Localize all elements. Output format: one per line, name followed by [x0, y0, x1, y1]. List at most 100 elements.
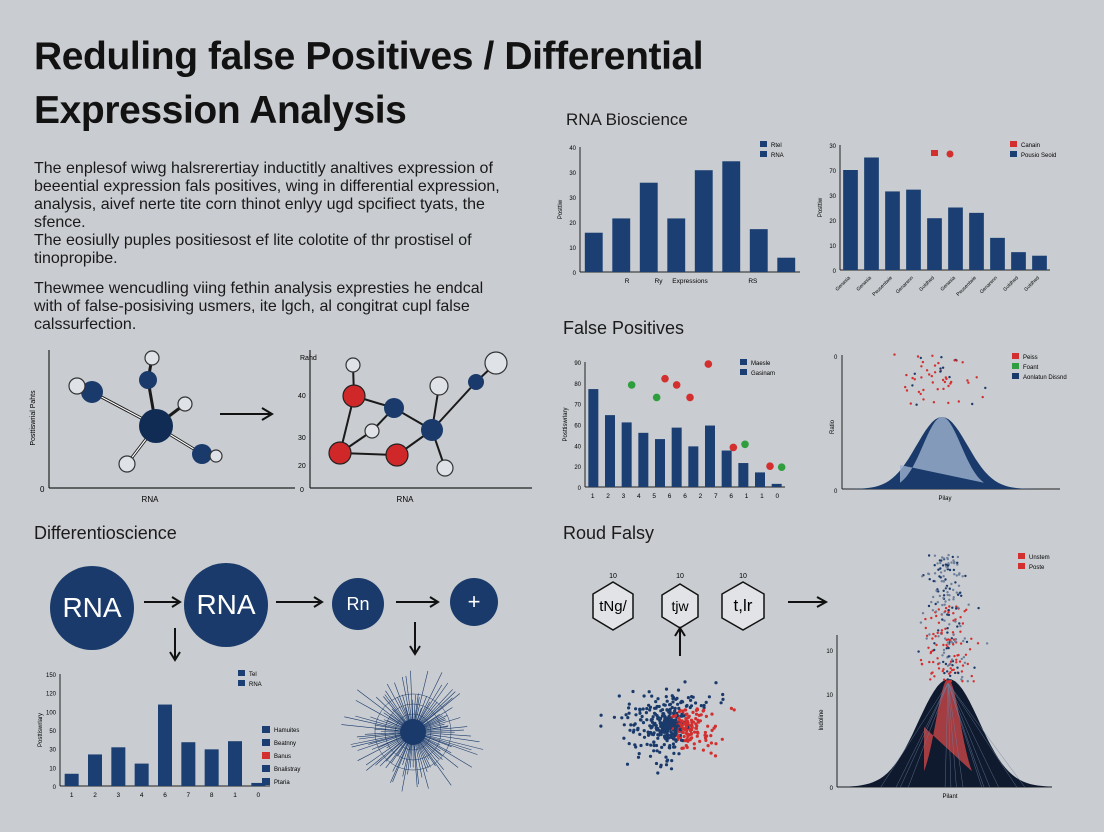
scatter-point	[677, 706, 681, 710]
scatter-point	[673, 706, 677, 710]
legend-swatch	[238, 670, 245, 676]
scatter-point	[689, 732, 693, 736]
scatter-point	[957, 584, 961, 587]
atom-navy	[421, 419, 443, 441]
scatter-point	[933, 648, 936, 652]
scatter-point	[673, 713, 678, 717]
scatter-point	[932, 579, 935, 583]
scatter-point	[662, 719, 667, 723]
scatter-point	[966, 379, 969, 382]
bar	[655, 439, 665, 487]
scatter-point	[951, 606, 954, 609]
scatter-point	[937, 361, 940, 365]
scatter-point	[681, 730, 685, 734]
x-tick-label: 1	[591, 493, 595, 500]
scatter-point	[656, 733, 660, 737]
scatter-point	[961, 675, 964, 679]
scatter-point	[651, 715, 655, 719]
scatter-point	[648, 754, 653, 758]
y-tick-label: 50	[49, 729, 56, 735]
section-title-roud-falsy: Roud Falsy	[563, 523, 655, 543]
scatter-point	[653, 706, 657, 710]
scatter-point	[921, 612, 925, 615]
scatter-point	[664, 687, 669, 691]
scatter-point	[941, 366, 945, 369]
arrow-head-icon	[261, 407, 274, 421]
scatter-point	[954, 638, 958, 641]
scatter-point	[957, 671, 960, 675]
scatter-point	[952, 598, 955, 601]
scatter-point	[956, 606, 960, 609]
scatter-point	[664, 695, 668, 699]
area-ray	[947, 682, 957, 788]
axis-y-tick: 20	[298, 463, 306, 470]
scatter-point	[922, 398, 925, 401]
scatter-point	[948, 375, 951, 379]
scatter-point	[942, 589, 945, 592]
section-title-false-positives: False Positives	[563, 318, 685, 338]
scatter-point	[950, 582, 953, 586]
scatter-point	[927, 646, 930, 649]
scatter-point	[937, 568, 940, 571]
scatter-point	[689, 729, 693, 733]
scatter-point	[732, 708, 736, 712]
scatter-point	[668, 726, 672, 730]
scatter-point	[893, 353, 896, 356]
scatter-point	[962, 656, 966, 659]
scatter-point	[938, 594, 942, 598]
scatter-point	[941, 618, 944, 621]
scatter-point	[947, 655, 950, 658]
scatter-point	[693, 730, 697, 734]
scatter-point	[955, 591, 958, 594]
scatter-point	[920, 365, 923, 368]
scatter-point	[690, 720, 694, 724]
scatter-point	[652, 740, 656, 744]
scatter-point	[667, 745, 671, 750]
hexagon-top-label: 10	[739, 573, 747, 580]
scatter-point	[668, 712, 672, 716]
scatter-point	[925, 637, 928, 640]
scatter-point	[943, 603, 946, 606]
scatter-point	[930, 600, 933, 604]
scatter-point	[687, 714, 691, 718]
scatter-point	[639, 718, 643, 722]
scatter-point	[679, 738, 684, 742]
burst-ring	[394, 713, 432, 751]
x-tick-label: 6	[668, 493, 672, 500]
scatter-point	[665, 699, 669, 703]
area-ray	[947, 682, 990, 788]
scatter-point	[944, 563, 948, 566]
scatter-point	[669, 767, 674, 771]
scatter-point	[959, 630, 962, 633]
scatter-point	[662, 714, 667, 718]
bar	[204, 749, 219, 786]
axis-y-tick: 30	[298, 435, 306, 442]
scatter-point	[638, 732, 642, 736]
atom-white	[209, 449, 223, 463]
radial-burst-diagram	[341, 670, 484, 792]
legend-swatch	[1012, 373, 1019, 379]
atom-navy	[192, 444, 212, 464]
scatter-point	[972, 680, 975, 683]
scatter-point	[657, 728, 661, 732]
marker-red	[946, 150, 954, 158]
scatter-point	[646, 730, 650, 734]
atom-white	[429, 376, 449, 396]
legend-label: Tel	[249, 672, 257, 678]
axis-y-tick: 40	[298, 393, 306, 400]
area-ray	[944, 682, 949, 788]
scatter-point	[952, 668, 955, 671]
scatter-point	[688, 705, 692, 710]
bar	[588, 389, 599, 487]
bar	[738, 463, 749, 487]
scatter-point	[683, 739, 687, 743]
scatter-point	[958, 572, 961, 575]
scatter-point	[937, 635, 940, 638]
scatter-point	[934, 610, 938, 613]
scatter-point	[938, 559, 942, 562]
scatter-point	[720, 737, 724, 741]
x-tick-label: 6	[729, 493, 733, 500]
scatter-point	[675, 696, 679, 700]
scatter-point	[946, 557, 949, 561]
scatter-point	[952, 562, 956, 565]
